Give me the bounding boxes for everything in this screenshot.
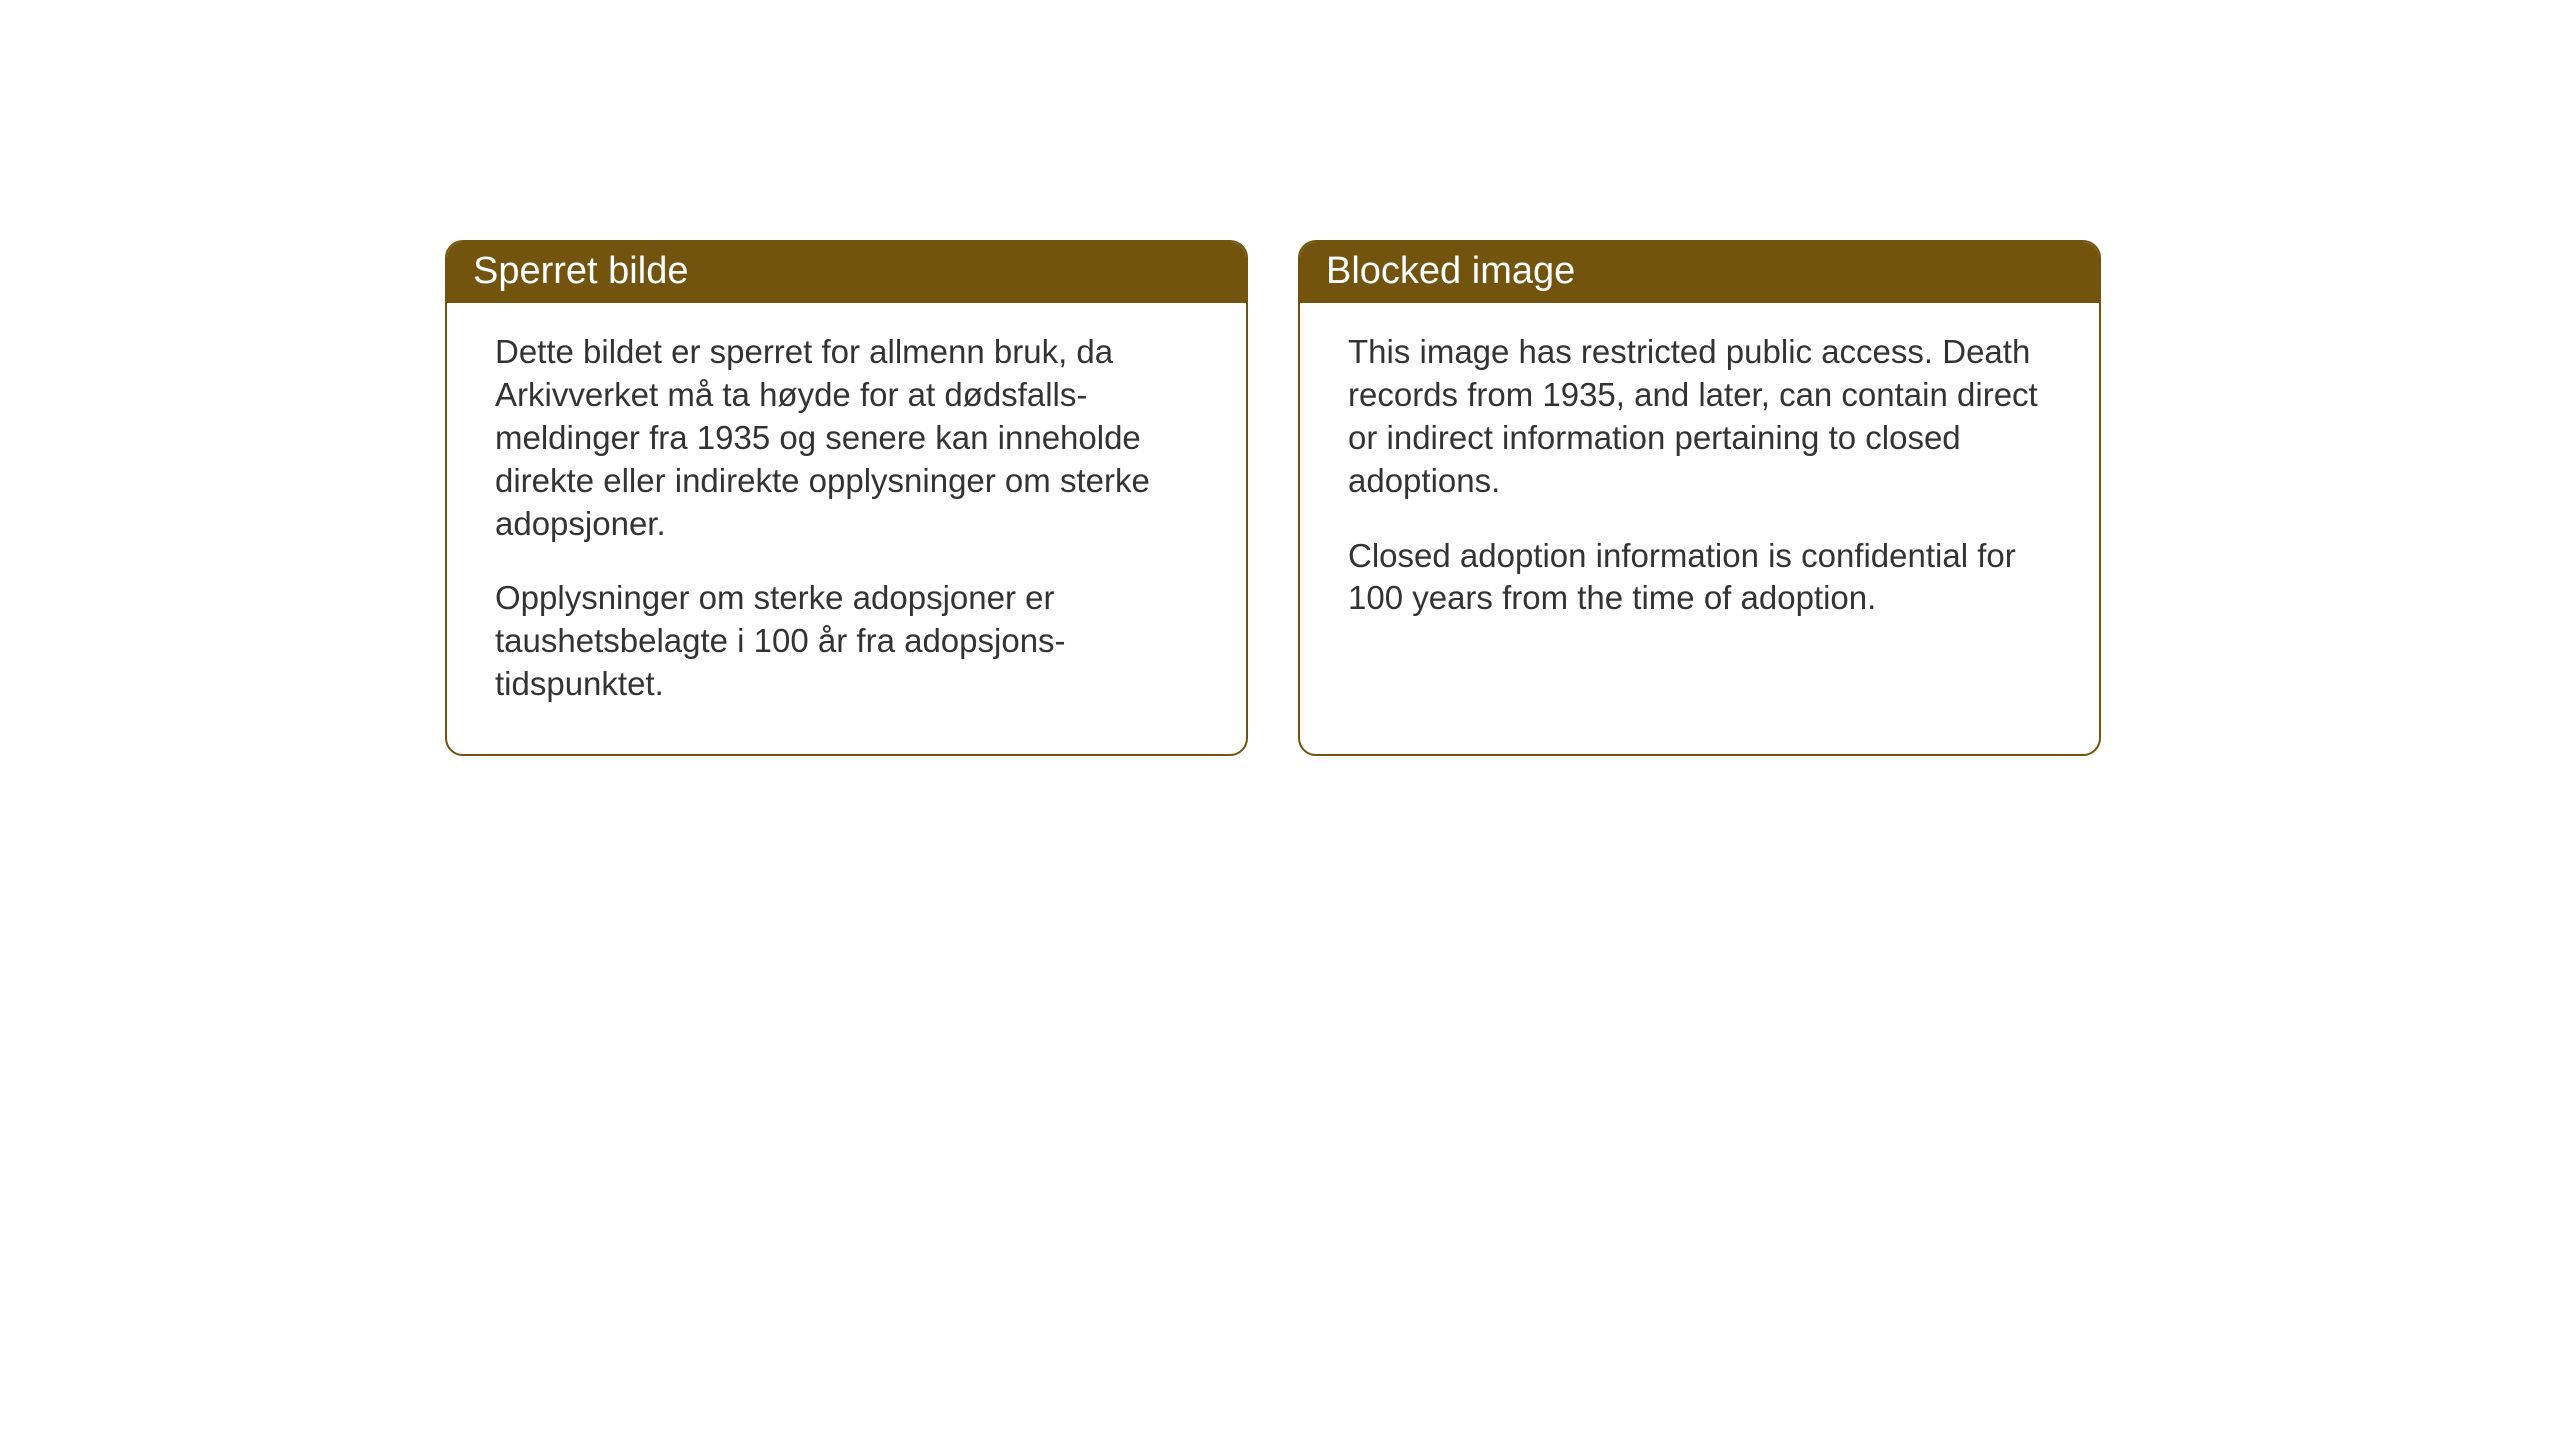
- card-paragraph-2-norwegian: Opplysninger om sterke adopsjoner er tau…: [495, 577, 1198, 706]
- cards-container: Sperret bilde Dette bildet er sperret fo…: [0, 0, 2560, 756]
- blocked-image-card-norwegian: Sperret bilde Dette bildet er sperret fo…: [445, 240, 1248, 756]
- card-header-norwegian: Sperret bilde: [447, 242, 1246, 303]
- card-paragraph-1-english: This image has restricted public access.…: [1348, 331, 2051, 503]
- card-paragraph-2-english: Closed adoption information is confident…: [1348, 535, 2051, 621]
- card-title-norwegian: Sperret bilde: [473, 250, 688, 292]
- card-paragraph-1-norwegian: Dette bildet er sperret for allmenn bruk…: [495, 331, 1198, 545]
- card-body-norwegian: Dette bildet er sperret for allmenn bruk…: [447, 303, 1246, 754]
- card-body-english: This image has restricted public access.…: [1300, 303, 2099, 668]
- card-header-english: Blocked image: [1300, 242, 2099, 303]
- blocked-image-card-english: Blocked image This image has restricted …: [1298, 240, 2101, 756]
- card-title-english: Blocked image: [1326, 250, 1575, 292]
